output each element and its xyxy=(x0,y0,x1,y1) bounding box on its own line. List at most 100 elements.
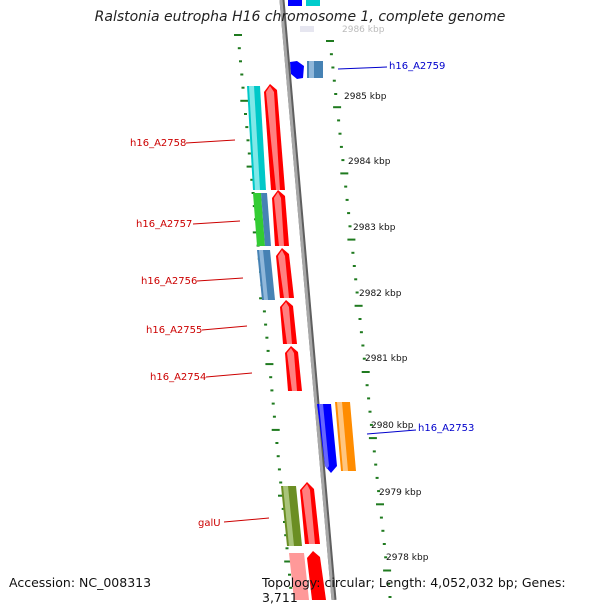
clipped-bottom-features xyxy=(289,551,326,600)
scale-major-tick xyxy=(376,503,384,506)
scale-major-tick xyxy=(284,560,293,563)
gene-label-line xyxy=(185,139,236,144)
scale-minor-tick xyxy=(348,225,352,228)
scale-minor-tick xyxy=(262,310,266,313)
scale-minor-tick xyxy=(372,450,376,453)
gene-label-line xyxy=(196,277,244,282)
scale-minor-tick xyxy=(240,73,244,76)
gene-h16-a2754[interactable]: h16_A2754 xyxy=(150,346,302,391)
scale-major-tick xyxy=(340,172,349,175)
kbp-label: 2980 kbp xyxy=(371,421,414,431)
scale-minor-tick xyxy=(367,397,371,400)
feature-arrow-highlight xyxy=(266,86,280,190)
kbp-label: 2978 kbp xyxy=(386,553,429,563)
feature-block-highlight xyxy=(249,86,260,190)
scale-major-tick xyxy=(234,34,242,36)
scale-minor-tick xyxy=(347,212,351,215)
scale-minor-tick xyxy=(332,79,336,82)
gene-label-line xyxy=(223,517,270,523)
scale-minor-tick xyxy=(339,145,343,148)
scale-major-tick xyxy=(361,371,370,373)
scale-minor-tick xyxy=(247,152,251,155)
gene-h16-a2755[interactable]: h16_A2755 xyxy=(146,300,297,344)
scale-minor-tick xyxy=(250,178,254,181)
scale-major-tick xyxy=(326,40,334,42)
feature-block-highlight xyxy=(283,486,294,546)
scale-minor-tick xyxy=(266,349,270,352)
gene-label-line xyxy=(205,372,253,378)
scale-minor-tick xyxy=(276,455,280,458)
feature-arrow xyxy=(307,551,326,600)
scale-minor-tick xyxy=(382,543,386,545)
scale-major-tick xyxy=(246,165,255,168)
gene-label: h16_A2753 xyxy=(418,423,474,434)
gene-label: h16_A2755 xyxy=(146,325,202,336)
clipped-top-features: 2986 kbp xyxy=(288,0,385,35)
gene-label-line xyxy=(366,429,417,435)
scale-minor-tick xyxy=(285,547,289,550)
feature-block xyxy=(289,553,309,600)
feature-arrow-highlight xyxy=(282,302,292,344)
gene-label: h16_A2759 xyxy=(389,61,445,72)
clipped-feature-blue xyxy=(288,0,302,6)
gene-h16-a2757[interactable]: h16_A2757 xyxy=(136,190,289,246)
feature-arrow-highlight xyxy=(274,192,284,246)
kbp-labels: 2985 kbp 2984 kbp 2983 kbp 2982 kbp 2981… xyxy=(344,92,429,563)
scale-major-tick xyxy=(271,428,280,431)
scale-minor-tick xyxy=(270,389,274,392)
feature-arrow-highlight xyxy=(278,250,289,298)
gene-h16-a2758[interactable]: h16_A2758 xyxy=(130,84,285,190)
scale-major-tick xyxy=(383,569,392,572)
scale-minor-tick xyxy=(381,529,385,532)
gene-label-line xyxy=(337,66,388,70)
scale-minor-tick xyxy=(281,507,285,510)
scale-minor-tick xyxy=(358,318,362,320)
feature-arrow-highlight xyxy=(287,348,297,391)
scale-minor-tick xyxy=(244,113,247,115)
gene-galu[interactable]: galU xyxy=(198,482,320,546)
scale-minor-tick xyxy=(275,442,279,444)
feature-arrow xyxy=(290,61,304,79)
gene-h16-a2753[interactable]: h16_A2753 xyxy=(317,402,474,473)
kbp-label: 2979 kbp xyxy=(379,488,422,498)
gene-label-line xyxy=(201,325,248,331)
scale-minor-tick xyxy=(272,415,276,418)
scale-minor-tick xyxy=(368,410,372,413)
scale-minor-tick xyxy=(354,278,358,281)
scale-minor-tick xyxy=(345,198,349,201)
clipped-kbp-label: 2986 kbp xyxy=(342,25,385,35)
gene-label: h16_A2757 xyxy=(136,219,192,230)
gene-label: h16_A2756 xyxy=(141,276,197,287)
scale-minor-tick xyxy=(246,139,250,142)
gene-label: galU xyxy=(198,518,221,529)
clipped-feature-cyan xyxy=(306,0,320,6)
scale-minor-tick xyxy=(375,476,379,479)
scale-major-tick xyxy=(354,304,363,307)
scale-major-tick xyxy=(368,437,377,440)
gene-label-line xyxy=(192,220,241,225)
scale-major-tick xyxy=(240,99,249,102)
scale-minor-tick xyxy=(284,534,288,537)
kbp-label: 2984 kbp xyxy=(348,157,391,167)
scale-major-tick xyxy=(265,363,274,366)
scale-minor-tick xyxy=(379,516,383,519)
kbp-label: 2982 kbp xyxy=(359,289,402,299)
scale-minor-tick xyxy=(355,291,359,294)
gene-label: h16_A2758 xyxy=(130,138,186,149)
scale-minor-tick xyxy=(277,468,281,471)
scale-minor-tick xyxy=(387,582,391,585)
scale-minor-tick xyxy=(279,481,283,484)
scale-minor-tick xyxy=(329,53,333,56)
scale-minor-tick xyxy=(265,336,269,339)
scale-minor-tick xyxy=(264,323,268,326)
scale-minor-tick xyxy=(377,490,381,493)
scale-minor-tick xyxy=(289,586,293,589)
kbp-label: 2983 kbp xyxy=(353,223,396,233)
gene-h16-a2756[interactable]: h16_A2756 xyxy=(141,248,294,300)
scale-minor-tick xyxy=(283,521,286,523)
gene-h16-a2759[interactable]: h16_A2759 xyxy=(290,61,445,79)
scale-minor-tick xyxy=(362,357,366,360)
scale-minor-tick xyxy=(237,47,241,50)
scale-minor-tick xyxy=(359,331,363,334)
